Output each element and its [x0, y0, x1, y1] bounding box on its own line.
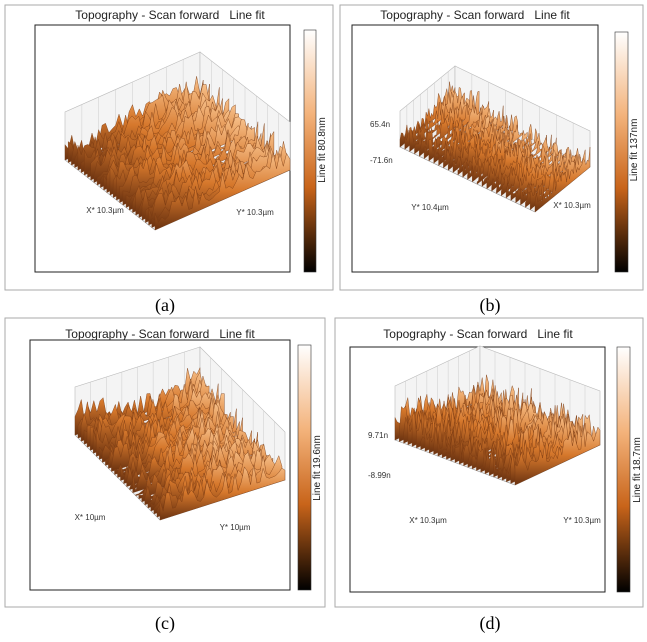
colorbar-label: Line fit 18.7nm: [632, 437, 643, 503]
panel-title: Topography - Scan forward Line fit: [383, 327, 573, 341]
panel: Topography - Scan forward Line fit Line f…: [339, 4, 644, 316]
axis-label: X* 10µm: [75, 513, 106, 522]
surface-strip: [534, 147, 591, 213]
axis-label: Y* 10.3µm: [236, 208, 274, 217]
axis-label: Y* 10.3µm: [563, 516, 601, 525]
caption: (a): [155, 295, 175, 316]
colorbar-label: Line fit 137nm: [629, 119, 640, 182]
z-label: -71.6n: [370, 156, 393, 165]
surface-strip: [154, 152, 291, 231]
panel: Topography - Scan forward Line fit Line f…: [4, 317, 326, 634]
z-label: 9.71n: [368, 431, 388, 440]
panel-title: Topography - Scan forward Line fit: [380, 8, 570, 22]
panel: Topography - Scan forward Line fit Line f…: [334, 317, 644, 634]
colorbar: [297, 344, 312, 591]
axis-label: X* 10.3µm: [409, 516, 447, 525]
colorbar-label: Line fit 19.6nm: [312, 435, 323, 501]
z-label: -8.99n: [368, 471, 391, 480]
surface-strip: [514, 424, 601, 486]
caption: (c): [155, 613, 175, 634]
axis-label: Y* 10.4µm: [411, 203, 449, 212]
colorbar: [303, 29, 317, 273]
axis-label: X* 10.3µm: [86, 206, 124, 215]
panel: Topography - Scan forward Line fit Line f…: [4, 4, 334, 316]
caption: (b): [480, 295, 501, 316]
colorbar: [616, 346, 631, 593]
axis-label: X* 10.3µm: [553, 201, 591, 210]
z-label: 65.4n: [370, 120, 390, 129]
colorbar: [614, 31, 629, 273]
caption: (d): [480, 613, 501, 634]
axis-label: Y* 10µm: [220, 523, 251, 532]
colorbar-label: Line fit 80.8nm: [317, 117, 328, 183]
panel-title: Topography - Scan forward Line fit: [65, 327, 255, 341]
panel-title: Topography - Scan forward Line fit: [75, 8, 265, 22]
surface-strip: [159, 464, 286, 521]
